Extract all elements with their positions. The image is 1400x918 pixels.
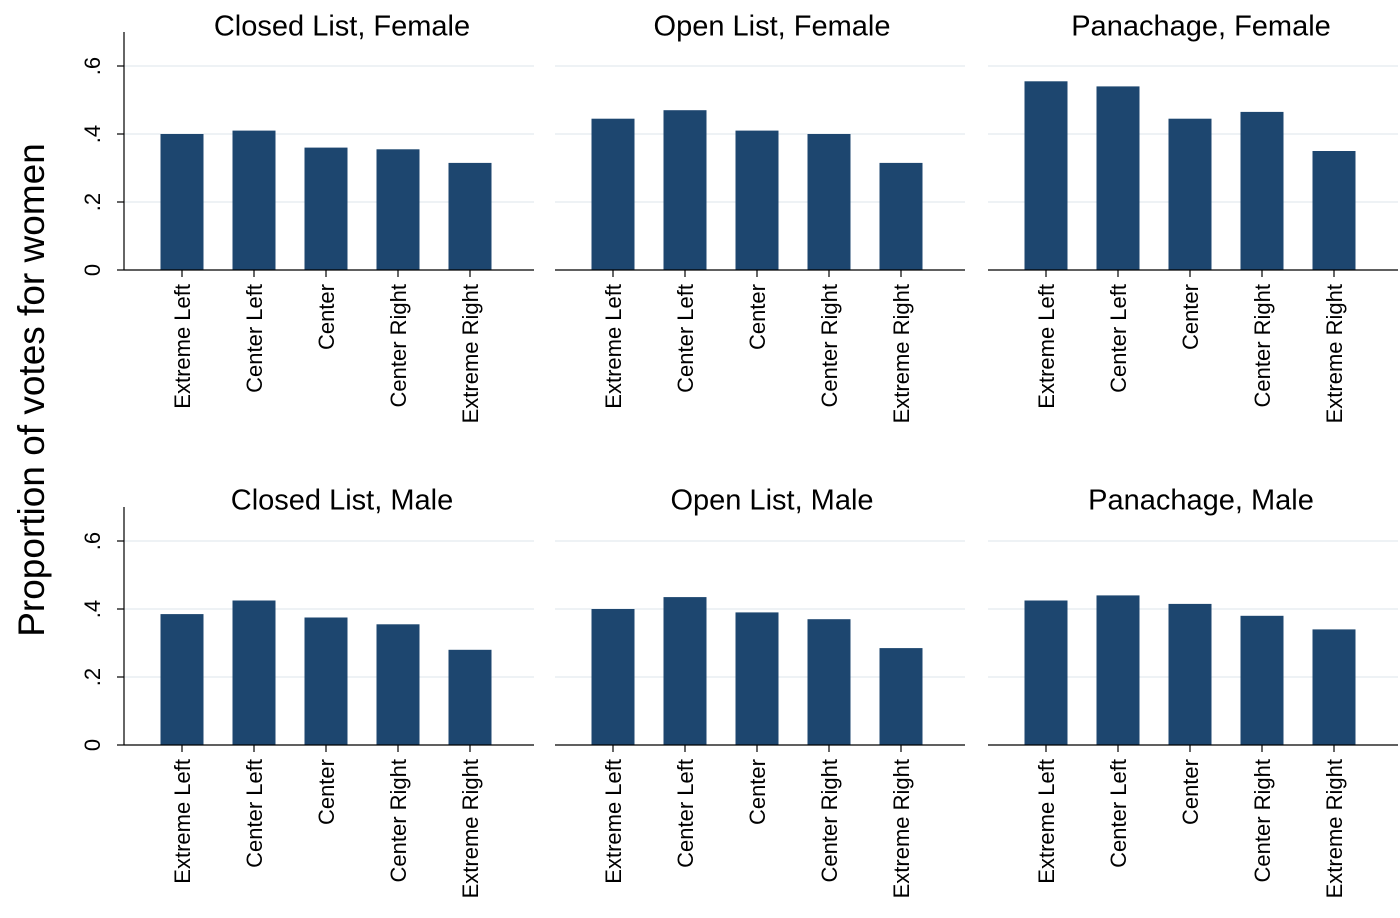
x-tick-label: Center: [745, 759, 770, 825]
x-tick-label: Extreme Left: [170, 759, 195, 884]
panel-title: Closed List, Male: [231, 485, 453, 517]
bar: [1024, 81, 1068, 270]
x-tick-label: Center: [314, 759, 339, 825]
panel-title: Panachage, Male: [1088, 485, 1314, 517]
panel: Closed List, Male Extreme Left Center Left…: [80, 485, 534, 898]
bar: [1168, 118, 1212, 270]
x-tick-label: Center: [745, 284, 770, 350]
x-tick-label: Extreme Left: [601, 759, 626, 884]
bar: [1096, 595, 1140, 745]
bar: [663, 597, 707, 745]
y-axis-label: Proportion of votes for women: [11, 143, 52, 637]
panel-title: Panachage, Female: [1071, 11, 1331, 43]
bar: [735, 130, 779, 270]
panels: Closed List, Female Extreme Left Center Le…: [80, 11, 1398, 898]
x-tick-label: Center Left: [673, 759, 698, 868]
bar: [160, 614, 204, 745]
x-tick-label: Extreme Right: [458, 759, 483, 898]
x-tick-label: Extreme Left: [601, 284, 626, 409]
bar: [232, 130, 276, 270]
y-tick-label: .6: [80, 532, 105, 550]
x-tick-label: Center: [1178, 759, 1203, 825]
x-tick-label: Center Right: [1250, 759, 1275, 883]
y-tick-label: .2: [80, 668, 105, 686]
bar: [591, 118, 635, 270]
panel: Open List, Female Extreme Left Center Left…: [555, 11, 965, 423]
bar: [807, 134, 851, 270]
x-tick-label: Extreme Left: [1034, 759, 1059, 884]
y-tick-label: .4: [80, 125, 105, 143]
bar: [1312, 151, 1356, 270]
x-tick-label: Extreme Right: [1322, 759, 1347, 898]
bar: [160, 134, 204, 270]
bar: [807, 619, 851, 745]
panel: Open List, Male Extreme Left Center Left Ce…: [555, 485, 965, 898]
panel-title: Open List, Male: [670, 485, 873, 517]
y-tick-label: 0: [80, 264, 105, 276]
panel: Panachage, Female Extreme Left Center Left…: [988, 11, 1398, 423]
x-tick-label: Extreme Left: [170, 284, 195, 409]
x-tick-label: Center Right: [817, 284, 842, 408]
x-tick-label: Extreme Left: [1034, 284, 1059, 409]
y-tick-label: 0: [80, 739, 105, 751]
x-tick-label: Center Left: [673, 284, 698, 393]
y-tick-label: .4: [80, 600, 105, 618]
y-tick-label: .6: [80, 57, 105, 75]
bar: [304, 617, 348, 745]
bar: [735, 612, 779, 745]
y-tick-label: .2: [80, 193, 105, 211]
x-tick-label: Center Left: [1106, 759, 1131, 868]
bar: [663, 110, 707, 270]
bar: [376, 624, 420, 745]
bar: [1024, 600, 1068, 745]
bar: [1312, 629, 1356, 745]
x-tick-label: Center Left: [1106, 284, 1131, 393]
x-tick-label: Center Left: [242, 759, 267, 868]
bar: [232, 600, 276, 745]
bar: [448, 649, 492, 745]
bar: [376, 149, 420, 270]
x-tick-label: Extreme Right: [1322, 284, 1347, 423]
x-tick-label: Center Left: [242, 284, 267, 393]
bar: [591, 609, 635, 745]
bar: [448, 162, 492, 270]
bar: [1168, 603, 1212, 745]
x-tick-label: Center Right: [817, 759, 842, 883]
x-tick-label: Extreme Right: [458, 284, 483, 423]
bar: [1096, 86, 1140, 271]
panel: Panachage, Male Extreme Left Center Left Ce…: [988, 485, 1398, 898]
x-tick-label: Center Right: [386, 759, 411, 883]
bar: [879, 648, 923, 745]
bar: [304, 147, 348, 270]
x-tick-label: Center Right: [1250, 284, 1275, 408]
bar: [879, 162, 923, 270]
x-tick-label: Extreme Right: [889, 759, 914, 898]
x-tick-label: Extreme Right: [889, 284, 914, 423]
panel-title: Closed List, Female: [214, 11, 470, 43]
x-tick-label: Center Right: [386, 284, 411, 408]
x-tick-label: Center: [314, 284, 339, 350]
panel: Closed List, Female Extreme Left Center Le…: [80, 11, 534, 423]
panel-title: Open List, Female: [654, 11, 891, 43]
bar: [1240, 111, 1284, 271]
bar: [1240, 615, 1284, 745]
x-tick-label: Center: [1178, 284, 1203, 350]
